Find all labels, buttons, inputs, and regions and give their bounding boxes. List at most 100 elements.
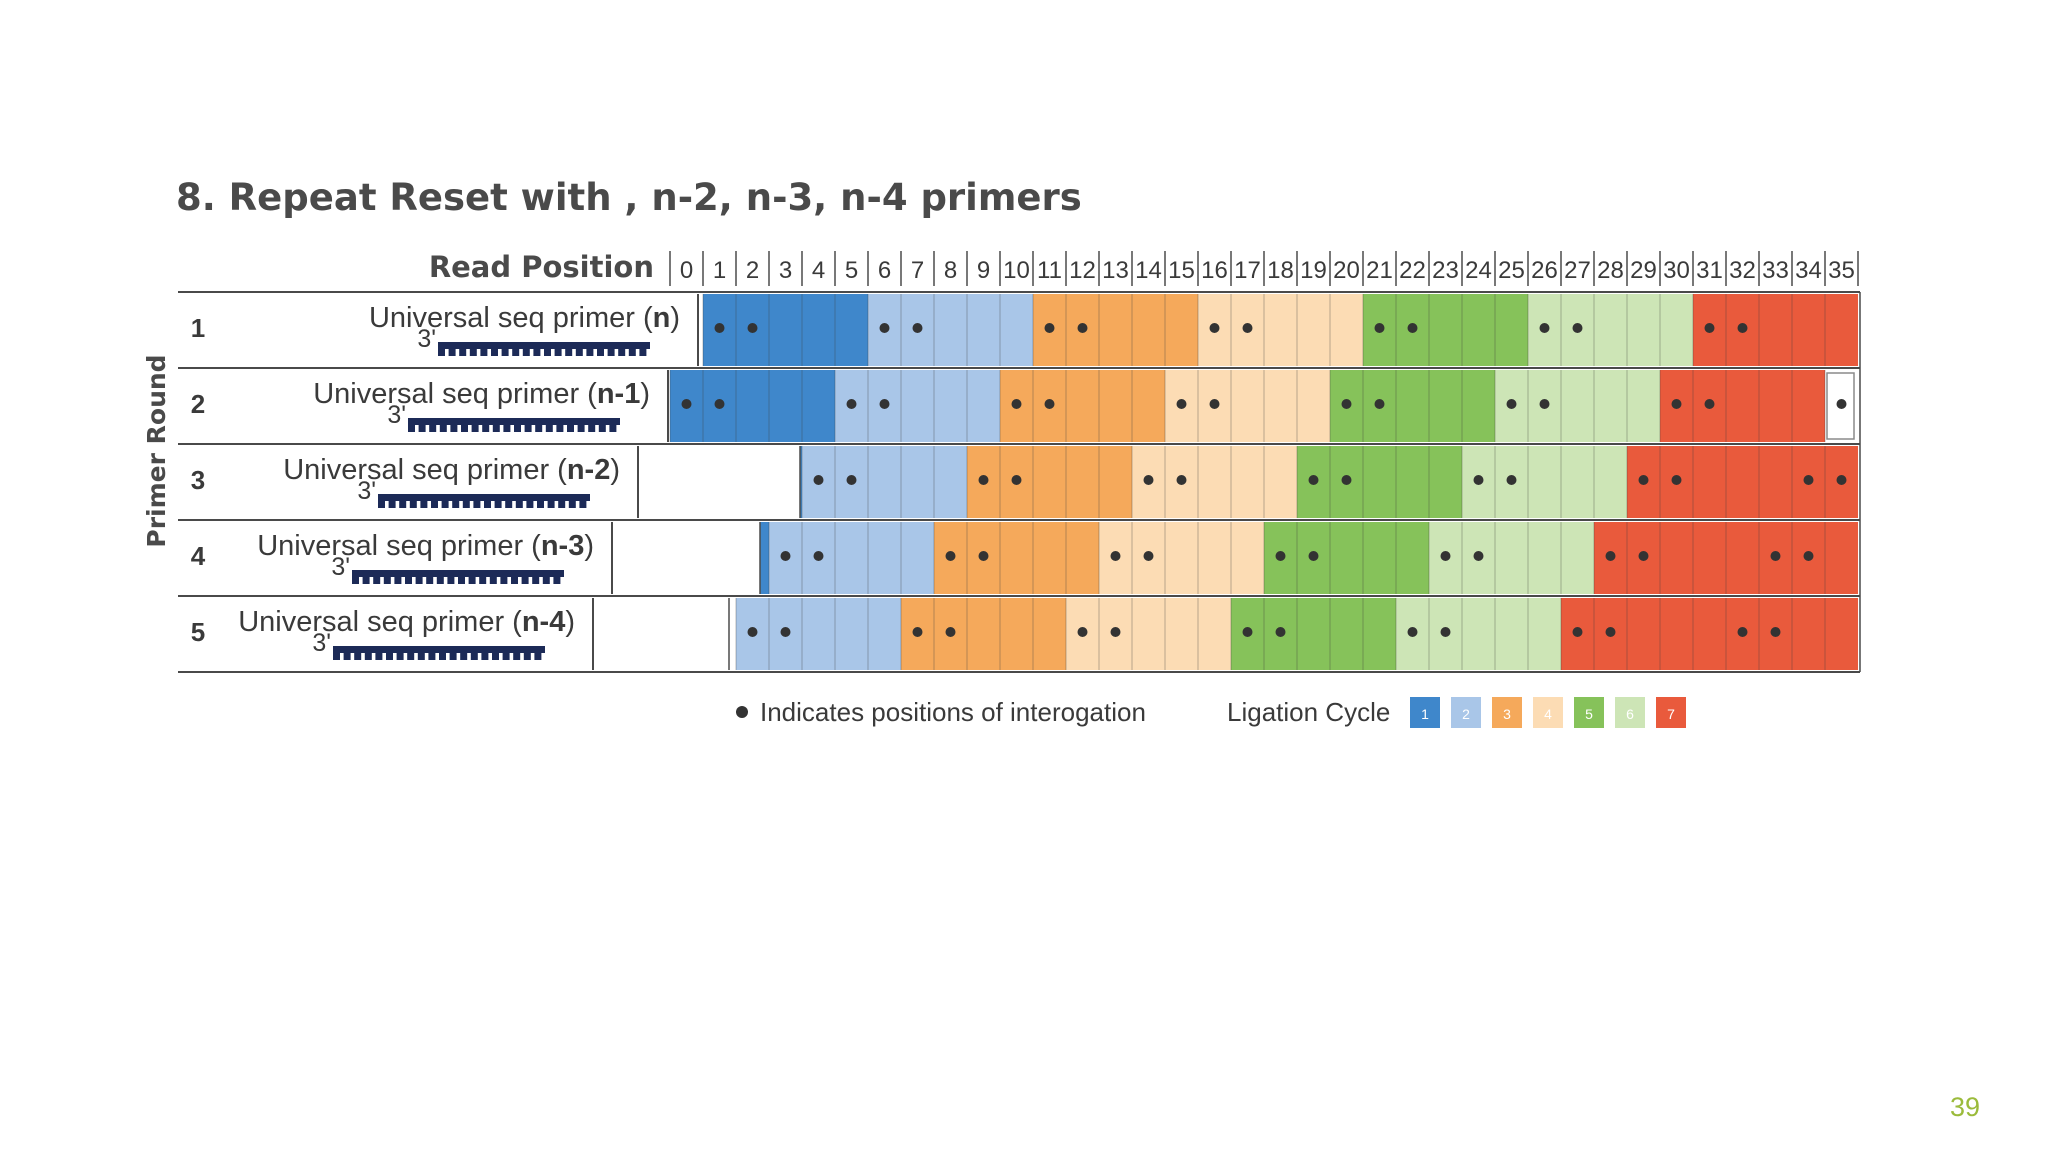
position-cell	[835, 598, 868, 670]
primer-round-number: 2	[191, 389, 205, 419]
tick-label: 1	[713, 257, 726, 284]
primer-round-number: 5	[191, 617, 205, 647]
interrogation-dot	[1143, 551, 1154, 561]
tick-label: 31	[1696, 257, 1723, 284]
primer-base	[639, 347, 647, 356]
interrogation-dot	[846, 475, 857, 485]
tick-label: 0	[680, 257, 693, 284]
primer-bar	[333, 646, 545, 653]
primer-base	[491, 347, 498, 356]
interrogation-dot	[912, 627, 923, 637]
interrogation-dot	[780, 627, 791, 637]
primer-base	[575, 347, 583, 356]
position-cell	[1066, 446, 1099, 518]
tick-label: 2	[746, 257, 759, 284]
interrogation-dot	[1110, 551, 1121, 561]
primer-base	[436, 575, 444, 584]
primer-base	[428, 651, 436, 660]
tick-label: 27	[1564, 257, 1591, 284]
position-cell	[1330, 598, 1363, 670]
position-cell	[1792, 294, 1825, 366]
position-cell	[1000, 294, 1033, 366]
position-cell	[1231, 522, 1264, 594]
primer-base	[492, 423, 500, 432]
interrogation-dot	[1110, 627, 1121, 637]
primer-base	[418, 423, 426, 432]
primer-base	[415, 575, 423, 584]
position-cell	[1759, 446, 1792, 518]
interrogation-dot	[1374, 323, 1385, 333]
primer-base	[514, 423, 521, 432]
cycle-swatch-number: 3	[1503, 706, 1511, 722]
slide-number: 39	[1950, 1092, 1981, 1122]
primer-base	[378, 499, 385, 508]
cycle-swatch-number: 6	[1626, 706, 1634, 722]
interrogation-dot	[1671, 399, 1682, 409]
primer-base	[505, 499, 513, 508]
primer-base	[448, 347, 456, 356]
interrogation-dot	[1803, 551, 1814, 561]
primer-base	[547, 499, 555, 508]
interrogation-dot	[1836, 475, 1847, 485]
interrogation-dot-icon	[736, 706, 748, 718]
position-cell	[1726, 522, 1759, 594]
position-cell	[901, 370, 934, 442]
position-cell	[1495, 522, 1528, 594]
interrogation-dot	[1077, 627, 1088, 637]
position-cell	[1528, 522, 1561, 594]
tick-label: 15	[1168, 257, 1195, 284]
primer-base	[333, 651, 340, 660]
primer-base	[441, 499, 449, 508]
primer-base	[484, 499, 491, 508]
tick-label: 29	[1630, 257, 1657, 284]
interrogation-dot	[1803, 475, 1814, 485]
primer-base	[579, 499, 587, 508]
primer-base	[588, 423, 596, 432]
interrogation-dot	[714, 323, 725, 333]
interrogation-dot	[1077, 323, 1088, 333]
position-cell	[1099, 294, 1132, 366]
position-cell	[1660, 522, 1693, 594]
primer-base	[511, 575, 518, 584]
position-cell	[1792, 598, 1825, 670]
position-cell	[1528, 446, 1561, 518]
position-cell	[1792, 370, 1825, 442]
primer-base	[554, 347, 562, 356]
position-cell	[1264, 446, 1297, 518]
position-cell	[1594, 294, 1627, 366]
position-cell	[1561, 522, 1594, 594]
primer-base	[468, 575, 476, 584]
primer-bar	[408, 418, 620, 425]
position-cell	[1726, 370, 1759, 442]
position-cell	[1462, 294, 1495, 366]
interrogation-dot	[780, 551, 791, 561]
primer-base	[429, 423, 437, 432]
position-cell	[1099, 370, 1132, 442]
position-cell	[868, 598, 901, 670]
primer-base	[470, 651, 478, 660]
interrogation-dot	[1308, 551, 1319, 561]
tick-label: 32	[1729, 257, 1756, 284]
interrogation-dot	[1704, 399, 1715, 409]
primer-base	[544, 347, 551, 356]
interrogation-dot	[1407, 323, 1418, 333]
interrogation-dot	[1704, 323, 1715, 333]
interrogation-dot	[912, 323, 923, 333]
position-cell	[1825, 522, 1858, 594]
cycle-swatch-number: 1	[1421, 706, 1429, 722]
interrogation-dot	[1374, 399, 1385, 409]
tick-label: 7	[911, 257, 924, 284]
position-cell	[1363, 446, 1396, 518]
position-cell	[1165, 294, 1198, 366]
interrogation-dot	[978, 551, 989, 561]
primer-base	[383, 575, 391, 584]
primer-bar	[438, 342, 650, 349]
interrogation-dot	[1836, 399, 1847, 409]
position-cell	[736, 370, 769, 442]
primer-base	[480, 347, 488, 356]
cycle-swatch	[1410, 697, 1440, 728]
primer-bar	[352, 570, 564, 577]
interrogation-dot	[978, 475, 989, 485]
tick-label: 10	[1003, 257, 1030, 284]
